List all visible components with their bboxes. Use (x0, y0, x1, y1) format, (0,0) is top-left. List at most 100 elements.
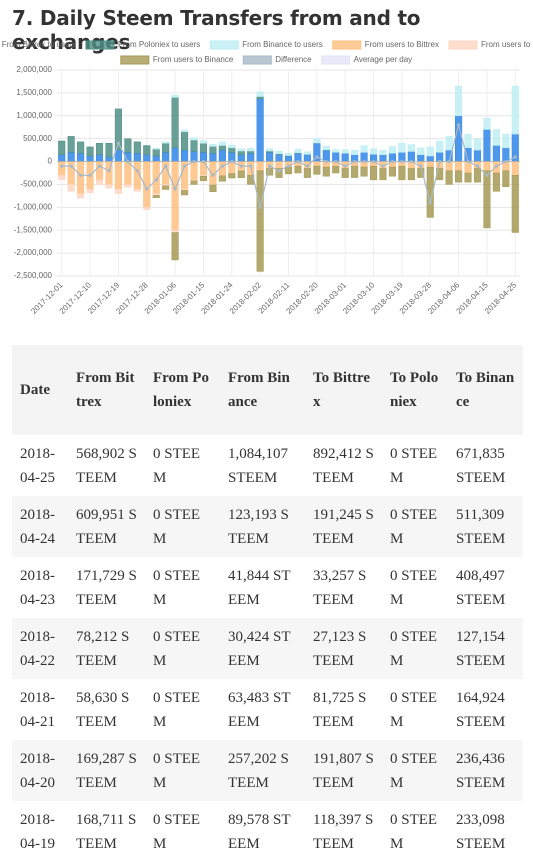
bar (484, 171, 491, 228)
legend-swatch (243, 56, 271, 64)
bar (417, 148, 424, 155)
bar (153, 148, 160, 149)
line-point (485, 174, 488, 177)
bar (474, 139, 481, 150)
bar (96, 143, 103, 154)
legend-swatch (210, 41, 238, 49)
bar (399, 166, 406, 180)
table-cell: 2018-04-24 (12, 496, 68, 557)
line-point (410, 160, 413, 163)
table-cell: 568,902 STEEM (68, 435, 145, 496)
bar (493, 130, 500, 146)
line-point (514, 155, 517, 158)
table-cell: 0 STEEM (145, 496, 220, 557)
bar (153, 194, 160, 196)
bar (87, 147, 94, 156)
line-point (466, 160, 469, 163)
table-cell: 81,725 STEEM (305, 679, 382, 740)
bar (143, 207, 150, 209)
column-header: From Bittrex (68, 345, 145, 435)
bar (493, 146, 500, 162)
bar (68, 152, 75, 161)
bar (484, 130, 491, 162)
bar (200, 140, 207, 143)
bar (200, 162, 207, 176)
line-point (117, 142, 120, 145)
table-cell: 58,630 STEEM (68, 679, 145, 740)
table-cell: 408,497 STEEM (448, 557, 523, 618)
bar (342, 153, 349, 161)
line-point (211, 174, 214, 177)
table-cell: 171,729 STEEM (68, 557, 145, 618)
bar (172, 148, 179, 162)
bar (228, 173, 235, 178)
legend-label: From users to Poloniex (481, 40, 533, 49)
table-cell: 78,212 STEEM (68, 618, 145, 679)
table-cell: 2018-04-25 (12, 435, 68, 496)
bar (125, 184, 132, 187)
table-cell: 0 STEEM (382, 679, 448, 740)
bar (436, 141, 443, 152)
line-point (296, 160, 299, 163)
bar (370, 166, 377, 180)
line-point (277, 169, 280, 172)
bar (143, 146, 150, 155)
legend-label: From users to Binance (153, 55, 234, 64)
column-header: From Poloniex (145, 345, 220, 435)
bar (512, 162, 519, 176)
bar (191, 140, 198, 151)
bar (153, 195, 160, 197)
y-tick-label: -2,000,000 (14, 248, 53, 257)
bar (399, 143, 406, 152)
table-cell: 892,412 STEEM (305, 435, 382, 496)
bar (181, 130, 188, 132)
bar (285, 156, 292, 161)
line-point (381, 165, 384, 168)
bar (210, 146, 217, 153)
bar (417, 155, 424, 162)
bar (361, 167, 368, 176)
line-point (306, 165, 309, 168)
table-cell: 63,483 STEEM (220, 679, 305, 740)
bar (191, 181, 198, 185)
bar (474, 168, 481, 182)
bar (115, 150, 122, 161)
bar (314, 162, 321, 167)
bar (172, 95, 179, 97)
y-tick-label: 500,000 (23, 134, 52, 143)
bar (342, 150, 349, 154)
bar (304, 152, 311, 155)
table-cell: 30,424 STEEM (220, 618, 305, 679)
column-header: To Poloniex (382, 345, 448, 435)
bar (134, 153, 141, 161)
column-header: To Bittrex (305, 345, 382, 435)
y-tick-label: 1,000,000 (16, 111, 52, 120)
table-cell: 0 STEEM (382, 435, 448, 496)
bar (219, 142, 226, 146)
line-point (334, 160, 337, 163)
bar (257, 99, 264, 162)
line-point (107, 169, 110, 172)
line-point (362, 160, 365, 163)
bar (408, 168, 415, 179)
bar (134, 142, 141, 153)
line-point (60, 165, 63, 168)
bar (427, 156, 434, 161)
bar (96, 180, 103, 185)
bar (380, 150, 387, 155)
table-cell: 123,193 STEEM (220, 496, 305, 557)
line-point (476, 165, 479, 168)
y-tick-label: -2,500,000 (14, 271, 53, 280)
bar (323, 146, 330, 150)
table-cell: 89,578 STEEM (220, 801, 305, 862)
table-cell: 1,084,107 STEEM (220, 435, 305, 496)
bar (125, 139, 132, 153)
